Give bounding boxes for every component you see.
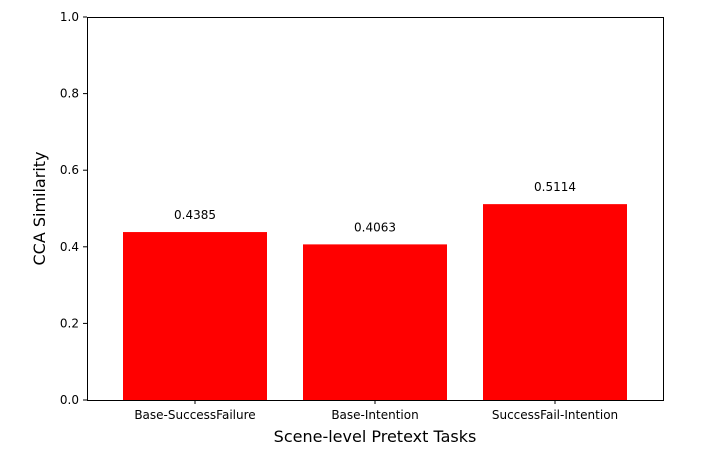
x-tick-label: Base-SuccessFailure [134, 408, 255, 422]
y-tick-label: 0.2 [60, 316, 79, 330]
bar-1 [123, 232, 267, 400]
x-tick-label: SuccessFail-Intention [492, 408, 618, 422]
bar-value-label-1: 0.4385 [174, 208, 216, 222]
y-tick-label: 0.6 [60, 163, 79, 177]
bar-value-label-2: 0.4063 [354, 220, 396, 234]
y-axis-ticks: 0.0 0.2 0.4 0.6 0.8 1.0 [60, 10, 87, 407]
y-tick-label: 0.0 [60, 393, 79, 407]
y-tick-label: 0.4 [60, 240, 79, 254]
y-axis-title: CCA Similarity [30, 151, 49, 265]
bar-value-label-3: 0.5114 [534, 180, 576, 194]
plot-frame [87, 17, 664, 401]
bars-group [123, 204, 627, 400]
value-labels-group: 0.4385 0.4063 0.5114 [174, 180, 576, 234]
x-axis-ticks: Base-SuccessFailure Base-Intention Success… [134, 400, 618, 422]
x-axis-title: Scene-level Pretext Tasks [274, 427, 477, 446]
x-tick-label: Base-Intention [331, 408, 418, 422]
bar-2 [303, 244, 447, 400]
bar-3 [483, 204, 627, 400]
y-tick-label: 0.8 [60, 87, 79, 101]
y-tick-label: 1.0 [60, 10, 79, 24]
